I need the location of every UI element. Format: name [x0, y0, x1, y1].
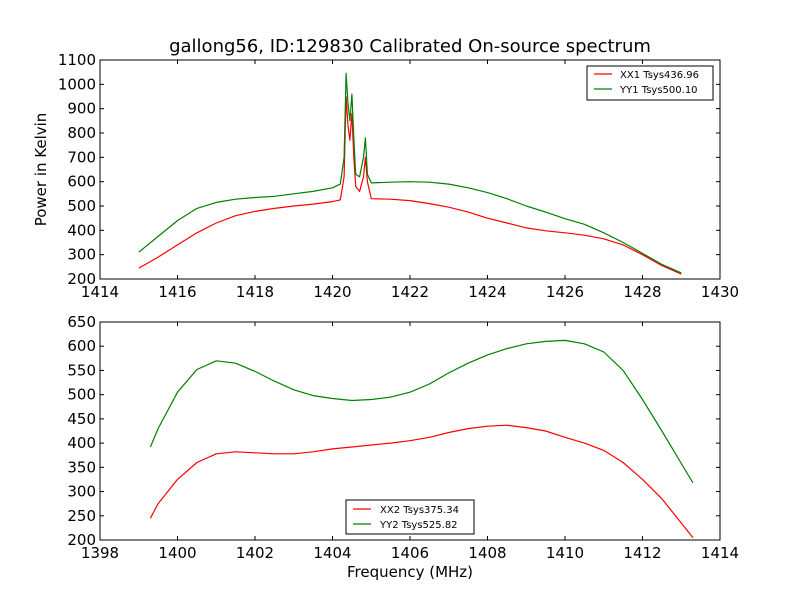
bottom-panel-frame	[99, 321, 721, 541]
top-y-tick-label: 800	[67, 124, 96, 142]
top-y-tick-label: 500	[67, 197, 96, 215]
legend-label-yy1: YY1 Tsys500.10	[619, 85, 698, 96]
bottom-panel-ticks: 1398 1400 1402 1404 1406 1408 1410 1412 1414 200 2…	[67, 313, 739, 562]
top-y-tick-label: 300	[67, 246, 96, 264]
bottom-series-line-2	[149, 339, 694, 484]
top-series-line-2	[138, 72, 682, 274]
top-panel-ticks: 1414 1416 1418 1420 1422 1424 1426 1428 1430 200 3…	[58, 51, 739, 301]
bottom-x-tick-label: 1408	[468, 544, 506, 562]
top-panel-y-axis-label: Power in Kelvin	[32, 113, 50, 227]
bottom-panel-legend-box	[345, 499, 475, 535]
bottom-x-tick-label: 1398	[81, 544, 119, 562]
bottom-panel-legend: XX2 Tsys375.34 YY2 Tsys525.82	[345, 499, 475, 535]
bottom-y-tick-label: 650	[67, 313, 96, 331]
bottom-y-tick-label: 300	[67, 483, 96, 501]
top-y-tick-label: 900	[67, 100, 96, 118]
top-x-tick-label: 1428	[623, 283, 661, 301]
bottom-y-tick-label: 250	[67, 507, 96, 525]
bottom-x-tick-label: 1412	[623, 544, 661, 562]
bottom-y-tick-label: 200	[67, 531, 96, 549]
top-y-tick-label: 600	[67, 173, 96, 191]
bottom-x-tick-label: 1400	[158, 544, 196, 562]
bottom-x-tick-label: 1402	[236, 544, 274, 562]
top-series-line-1	[138, 95, 682, 275]
top-x-tick-label: 1418	[236, 283, 274, 301]
bottom-y-tick-label: 350	[67, 458, 96, 476]
bottom-x-tick-label: 1410	[546, 544, 584, 562]
top-y-tick-label: 400	[67, 221, 96, 239]
bottom-x-tick-label: 1406	[391, 544, 429, 562]
bottom-y-tick-label: 500	[67, 386, 96, 404]
bottom-panel: 1398 1400 1402 1404 1406 1408 1410 1412 1414 200 2…	[67, 313, 739, 581]
top-x-tick-label: 1424	[468, 283, 506, 301]
bottom-y-tick-label: 550	[67, 361, 96, 379]
top-panel-legend: XX1 Tsys436.96 YY1 Tsys500.10	[586, 65, 714, 101]
top-x-tick-label: 1414	[81, 283, 119, 301]
bottom-y-tick-label: 450	[67, 410, 96, 428]
bottom-panel-series	[149, 339, 694, 538]
top-x-tick-label: 1430	[701, 283, 739, 301]
legend-label-yy2: YY2 Tsys525.82	[379, 520, 458, 531]
top-panel-frame	[99, 59, 721, 280]
top-panel-legend-box	[586, 65, 714, 101]
bottom-x-tick-label: 1404	[313, 544, 351, 562]
bottom-x-tick-label: 1414	[701, 544, 739, 562]
bottom-series-line-1	[149, 424, 694, 538]
top-y-tick-label: 1100	[58, 51, 96, 69]
top-x-tick-label: 1416	[158, 283, 196, 301]
chart-title: gallong56, ID:129830 Calibrated On-sourc…	[169, 36, 651, 57]
legend-label-xx2: XX2 Tsys375.34	[380, 505, 459, 516]
legend-label-xx1: XX1 Tsys436.96	[620, 70, 699, 81]
bottom-y-tick-label: 400	[67, 434, 96, 452]
top-x-tick-label: 1426	[546, 283, 584, 301]
top-panel: 1414 1416 1418 1420 1422 1424 1426 1428 1430 200 3…	[32, 51, 739, 301]
top-y-tick-label: 200	[67, 270, 96, 288]
bottom-y-tick-label: 600	[67, 337, 96, 355]
top-y-tick-label: 1000	[58, 75, 96, 93]
top-x-tick-label: 1422	[391, 283, 429, 301]
top-x-tick-label: 1420	[313, 283, 351, 301]
top-panel-series	[138, 72, 682, 275]
top-y-tick-label: 700	[67, 148, 96, 166]
bottom-panel-x-axis-label: Frequency (MHz)	[347, 563, 473, 581]
